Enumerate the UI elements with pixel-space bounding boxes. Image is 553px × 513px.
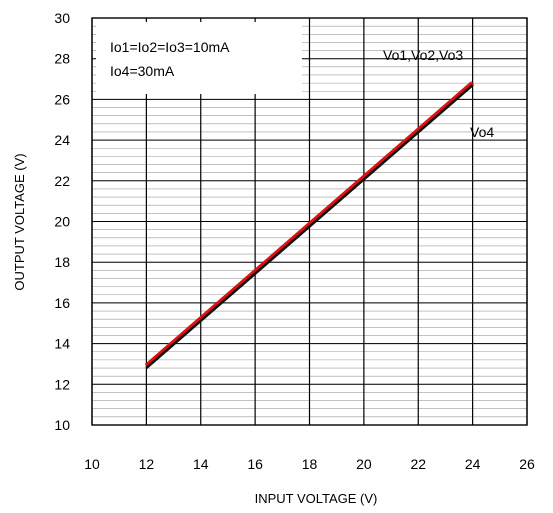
y-axis-title: OUTPUT VOLTAGE (V)	[12, 153, 27, 290]
y-tick-label: 20	[54, 214, 70, 230]
grid	[91, 17, 528, 426]
x-axis-title: INPUT VOLTAGE (V)	[255, 491, 378, 506]
y-tick-label: 14	[54, 336, 70, 352]
series-label-vo4: Vo4	[470, 124, 494, 140]
x-tick-label: 14	[193, 456, 209, 472]
y-tick-label: 28	[54, 51, 70, 67]
x-tick-label: 12	[139, 456, 155, 472]
y-tick-label: 10	[54, 417, 70, 433]
y-tick-label: 18	[54, 254, 70, 270]
x-tick-label: 18	[302, 456, 318, 472]
series-line-vo123	[144, 81, 475, 368]
y-tick-label: 26	[54, 91, 70, 107]
annotation-box	[96, 22, 302, 94]
x-tick-label: 20	[356, 456, 372, 472]
y-tick-label: 16	[54, 295, 70, 311]
tick-labels: 10 12 14 16 18 20 22 24 26 10 12 14 16 18 20 22 24 26 28 30	[54, 10, 535, 472]
x-tick-label: 24	[465, 456, 481, 472]
y-tick-label: 24	[54, 132, 70, 148]
conditions-line-1: Io1=Io2=Io3=10mA	[110, 39, 230, 55]
y-tick-label: 12	[54, 376, 70, 392]
x-tick-label: 26	[519, 456, 535, 472]
y-tick-label: 22	[54, 173, 70, 189]
x-tick-label: 22	[410, 456, 426, 472]
series-label-vo123: Vo1,Vo2,Vo3	[383, 47, 463, 63]
series-line-vo4	[145, 84, 474, 369]
series-layer	[144, 81, 475, 369]
conditions-line-2: Io4=30mA	[110, 63, 175, 79]
y-tick-label: 30	[54, 10, 70, 26]
x-tick-label: 10	[84, 456, 100, 472]
plot-frame	[91, 17, 528, 426]
x-tick-label: 16	[247, 456, 263, 472]
